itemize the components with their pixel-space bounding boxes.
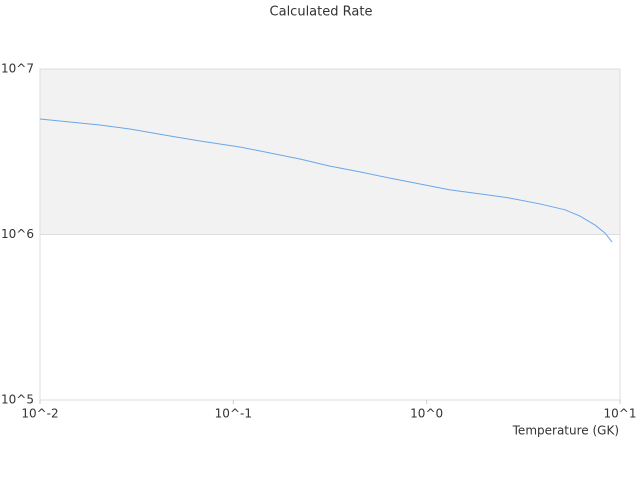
data-line [39, 118, 613, 243]
x-tick-label: 10^0 [410, 407, 443, 421]
y-tick-label: 10^5 [1, 393, 34, 407]
x-axis-label: Temperature (GK) [512, 424, 619, 438]
chart-title: Calculated Rate [270, 5, 373, 20]
y-tick-label: 10^6 [1, 227, 34, 241]
x-tick-label: 10^-1 [215, 407, 252, 421]
plot-band [40, 69, 620, 235]
x-tick-label: 10^-2 [21, 407, 58, 421]
y-tick-label: 10^7 [1, 62, 34, 76]
x-tick-label: 10^1 [604, 407, 637, 421]
